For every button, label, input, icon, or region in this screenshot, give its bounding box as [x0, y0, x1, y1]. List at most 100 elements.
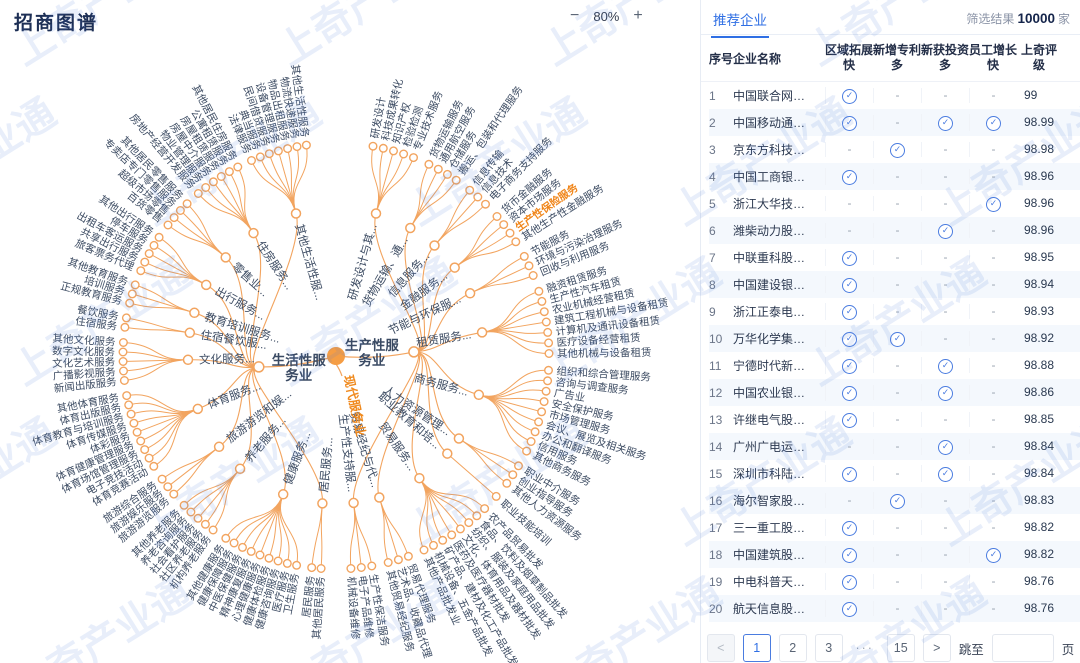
company-name[interactable]: 万华化学集…	[733, 332, 806, 346]
tree-leaf-node[interactable]	[127, 289, 137, 299]
tree-leaf-node[interactable]	[399, 149, 409, 159]
tree-branch-node[interactable]	[453, 433, 465, 444]
tree-leaf-node[interactable]	[149, 240, 159, 250]
company-name[interactable]: 中国农业银…	[733, 386, 806, 400]
tree-leaf-node[interactable]	[514, 461, 524, 471]
company-name[interactable]: 中电科普天…	[733, 575, 806, 589]
tree-leaf-node[interactable]	[505, 228, 515, 238]
zoom-in-button[interactable]: +	[633, 7, 643, 24]
tree-leaf-node[interactable]	[502, 478, 512, 488]
tree-branch-node[interactable]	[405, 222, 416, 234]
table-row[interactable]: 3 京东方科技… - ✓ - - 98.98	[709, 136, 1080, 163]
tree-leaf-node[interactable]	[182, 199, 192, 209]
tree-leaf-node[interactable]	[378, 143, 388, 153]
tree-leaf-node[interactable]	[419, 545, 429, 555]
tree-leaf-node[interactable]	[221, 533, 231, 543]
tree-leaf-node[interactable]	[438, 535, 448, 545]
tree-branch-node[interactable]	[429, 240, 440, 251]
tree-leaf-node[interactable]	[522, 446, 532, 456]
company-name[interactable]: 宁德时代新…	[733, 359, 806, 373]
tree-leaf-node[interactable]	[193, 513, 203, 523]
tree-leaf-label[interactable]: 其他文化服务	[52, 332, 116, 349]
tree-branch-node[interactable]	[317, 498, 328, 509]
company-name[interactable]: 许继电气股…	[733, 413, 806, 427]
tree-leaf-node[interactable]	[179, 500, 189, 510]
tree-leaf-node[interactable]	[140, 445, 150, 455]
tree-leaf-node[interactable]	[541, 386, 551, 396]
tree-branch-node[interactable]	[277, 489, 289, 500]
tree-leaf-node[interactable]	[524, 261, 534, 271]
company-name[interactable]: 中国移动通…	[733, 116, 806, 130]
tree-leaf-node[interactable]	[292, 142, 302, 152]
table-row[interactable]: 19 中电科普天… ✓ - - - 98.76	[709, 568, 1080, 595]
tree-group-node[interactable]	[253, 361, 265, 373]
table-row[interactable]: 5 浙江大华技… - - - ✓ 98.96	[709, 190, 1080, 217]
zoom-out-button[interactable]: −	[570, 7, 580, 24]
tree-leaf-label[interactable]: 医疗设备经营租赁	[556, 331, 641, 349]
tree-center-node[interactable]	[327, 347, 345, 365]
tree-leaf-node[interactable]	[201, 182, 211, 192]
tree-leaf-node[interactable]	[464, 518, 474, 528]
tree-leaf-node[interactable]	[144, 453, 154, 463]
tree-branch-label[interactable]: 健康服务...	[281, 430, 314, 487]
tree-leaf-label[interactable]: 广告业	[553, 386, 586, 404]
tree-leaf-node[interactable]	[292, 560, 302, 570]
tree-branch-node[interactable]	[189, 307, 200, 319]
tree-leaf-node[interactable]	[186, 507, 196, 517]
jump-to-page-input[interactable]	[991, 634, 1054, 662]
tree-leaf-node[interactable]	[208, 177, 218, 187]
tree-leaf-label[interactable]: 数字文化服务	[52, 344, 116, 358]
tree-leaf-node[interactable]	[129, 418, 139, 428]
table-row[interactable]: 11 宁德时代新… ✓ - ✓ - 98.88	[709, 352, 1080, 379]
tree-leaf-node[interactable]	[140, 257, 150, 267]
company-name[interactable]: 广州广电运…	[733, 440, 806, 454]
tree-branch-node[interactable]	[414, 472, 425, 484]
tree-leaf-node[interactable]	[149, 461, 159, 471]
page-button-3[interactable]: 3	[814, 634, 843, 662]
tree-leaf-node[interactable]	[208, 525, 218, 535]
tree-leaf-node[interactable]	[125, 298, 135, 308]
tree-branch-label[interactable]: 租赁服务...	[415, 327, 472, 350]
tree-leaf-label[interactable]: 机械设备维修	[345, 576, 362, 640]
tree-leaf-node[interactable]	[442, 169, 452, 179]
tree-leaf-node[interactable]	[368, 141, 378, 151]
tree-branch-node[interactable]	[192, 403, 204, 415]
tree-leaf-node[interactable]	[255, 550, 265, 560]
tree-leaf-node[interactable]	[519, 251, 529, 261]
tree-branch-label[interactable]: 其他生活性服...	[292, 222, 327, 301]
company-name[interactable]: 中国联合网…	[733, 89, 806, 103]
table-row[interactable]: 9 浙江正泰电… ✓ - - - 98.93	[709, 298, 1080, 325]
page-button-15[interactable]: 15	[886, 634, 915, 662]
tree-leaf-node[interactable]	[132, 427, 142, 437]
tree-leaf-node[interactable]	[126, 409, 136, 419]
tree-leaf-node[interactable]	[530, 427, 540, 437]
tree-branch-node[interactable]	[374, 492, 385, 503]
tree-leaf-node[interactable]	[480, 504, 490, 514]
tree-leaf-node[interactable]	[528, 271, 538, 281]
tree-branch-node[interactable]	[473, 389, 485, 401]
tree-branch-label[interactable]: 居民服务...	[316, 436, 335, 493]
tree-leaf-node[interactable]	[118, 366, 128, 376]
tree-leaf-node[interactable]	[120, 322, 130, 332]
table-row[interactable]: 6 潍柴动力股… - - ✓ - 98.96	[709, 217, 1080, 244]
tree-leaf-node[interactable]	[544, 349, 554, 359]
tree-branch-node[interactable]	[213, 441, 225, 453]
tree-leaf-node[interactable]	[154, 232, 164, 242]
tree-leaf-node[interactable]	[451, 175, 461, 185]
company-name[interactable]: 潍柴动力股…	[733, 224, 806, 238]
table-row[interactable]: 7 中联重科股… ✓ - - - 98.95	[709, 244, 1080, 271]
tree-leaf-label[interactable]: 居民服务	[300, 574, 318, 618]
tree-leaf-node[interactable]	[539, 397, 549, 407]
tree-leaf-node[interactable]	[492, 211, 502, 221]
tree-leaf-node[interactable]	[118, 357, 128, 367]
table-row[interactable]: 20 航天信息股… ✓ - - - 98.76	[709, 595, 1080, 622]
tree-group-node[interactable]	[408, 346, 420, 358]
table-row[interactable]: 17 三一重工股… ✓ - - - 98.82	[709, 514, 1080, 541]
tree-leaf-node[interactable]	[307, 563, 317, 573]
company-name[interactable]: 三一重工股…	[733, 521, 806, 535]
tree-leaf-node[interactable]	[224, 167, 234, 177]
page-button-2[interactable]: 2	[778, 634, 807, 662]
tree-leaf-node[interactable]	[118, 347, 128, 357]
company-name[interactable]: 深圳市科陆…	[733, 467, 806, 481]
tree-branch-label[interactable]: 文化服务...	[199, 351, 255, 366]
